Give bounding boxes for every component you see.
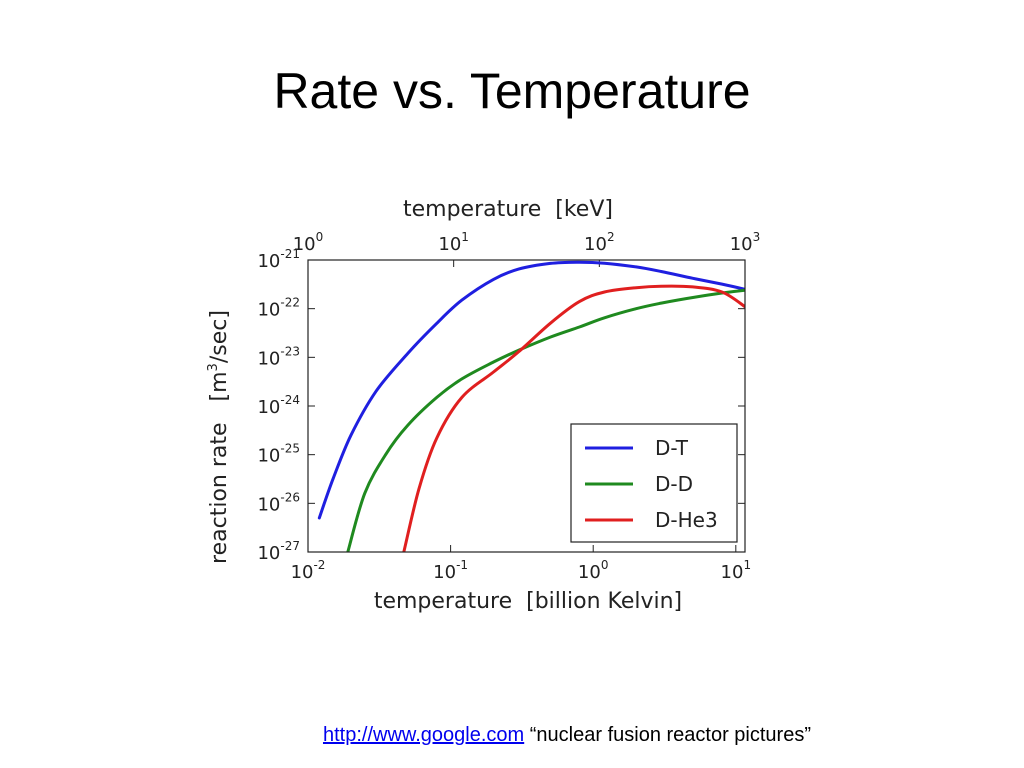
x-tick-label: 10-1 (433, 558, 468, 583)
x-tick-label: 100 (578, 558, 609, 583)
legend: D-T D-D D-He3 (570, 423, 738, 543)
plot-frame (307, 259, 746, 553)
x-tick-label: 10-2 (291, 558, 326, 583)
axis-ticks: 10-2 10-1 100 101 100 101 102 103 10-21 10-22 10-2… (257, 230, 760, 583)
x2-tick-label: 102 (584, 230, 615, 255)
x2-tick-label: 103 (730, 230, 761, 255)
series-line-d-he3 (402, 284, 745, 552)
slide-title: Rate vs. Temperature (273, 63, 751, 119)
reaction-rate-chart: temperature [keV] temperature [billion K… (206, 197, 760, 614)
y-tick-label: 10-21 (257, 247, 300, 272)
legend-label: D-T (655, 436, 689, 460)
x2-tick-label: 100 (293, 230, 324, 255)
legend-label: D-D (655, 472, 693, 496)
caption-quote: “nuclear fusion reactor pictures” (529, 724, 811, 746)
source-link[interactable]: http://www.google.com (322, 724, 525, 746)
y-tick-label: 10-25 (257, 442, 300, 467)
series-line-d-t (317, 260, 745, 520)
series-line-d-d (346, 288, 745, 552)
y-tick-label: 10-26 (257, 490, 300, 515)
x-tick-label: 101 (721, 558, 752, 583)
x2-tick-label: 101 (438, 230, 469, 255)
y-tick-label: 10-22 (257, 296, 300, 321)
caption: http://www.google.com “nuclear fusion re… (0, 724, 1024, 747)
y-axis-label: reaction rate [m3/sec] (206, 310, 232, 564)
legend-label: D-He3 (655, 508, 718, 532)
top-axis-label: temperature [keV] (403, 197, 613, 222)
bottom-axis-label: temperature [billion Kelvin] (374, 589, 682, 614)
y-tick-label: 10-24 (257, 393, 300, 418)
plot-lines (317, 260, 745, 552)
y-tick-label: 10-27 (257, 539, 300, 564)
y-tick-label: 10-23 (257, 344, 300, 369)
